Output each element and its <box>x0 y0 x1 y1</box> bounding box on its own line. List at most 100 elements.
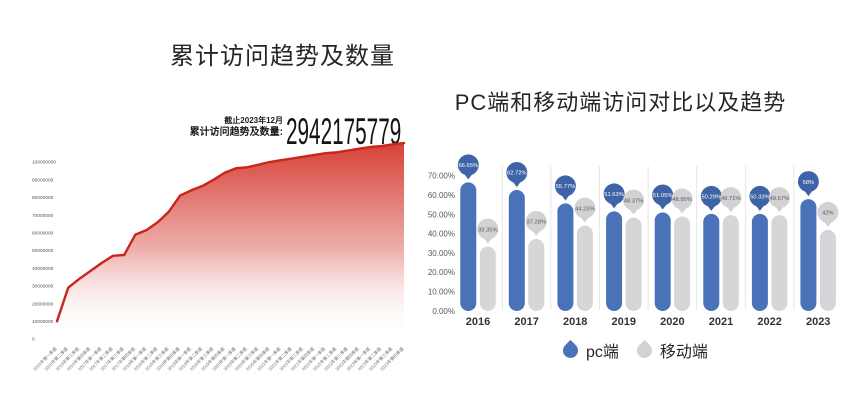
stat-total-value: 2942175779 <box>286 111 402 152</box>
svg-text:40000000: 40000000 <box>32 266 54 272</box>
svg-text:0: 0 <box>32 337 35 343</box>
legend-label-mobile: 移动端 <box>659 344 708 361</box>
year-group-2022: 50.33% 49.67% 2022 <box>749 185 790 328</box>
year-label: 2019 <box>612 316 636 328</box>
svg-text:30000000: 30000000 <box>32 284 54 290</box>
badge-tail <box>658 203 668 210</box>
badge-value-label: 66.65% <box>458 163 478 169</box>
badge-value-label: 44.23% <box>575 206 595 212</box>
badge-tail <box>483 237 493 244</box>
year-label: 2021 <box>709 316 733 328</box>
mobile-badge-2019 <box>623 189 645 211</box>
comparison-chart-title: PC端和移动端访问对比以及趋势 <box>454 90 787 115</box>
mobile-badge-2016 <box>477 218 499 240</box>
badge-tail <box>560 194 570 201</box>
percent-axis: 0.00% 10.00% 20.00% 30.00% 40.00% 50.00% 60.00… <box>428 172 455 316</box>
badge-tail <box>512 181 522 187</box>
mobile-drop-icon <box>633 339 656 361</box>
mobile-bar-2019 <box>625 217 642 311</box>
svg-text:60000000: 60000000 <box>32 231 54 237</box>
badge-tail <box>531 230 541 236</box>
svg-text:80000000: 80000000 <box>32 195 54 201</box>
pc-mobile-bar-chart: 0.00% 10.00% 20.00% 30.00% 40.00% 50.00% 60.00… <box>428 154 839 328</box>
pc-bar-2023 <box>800 199 817 311</box>
svg-text:20.00%: 20.00% <box>428 268 455 277</box>
pc-badge-2020 <box>652 184 674 206</box>
year-group-2023: 58% 42% 2023 <box>797 171 839 328</box>
cumulative-chart-title: 累计访问趋势及数量 <box>170 43 395 70</box>
badge-value-label: 42% <box>822 211 834 217</box>
group-separators <box>501 166 795 310</box>
svg-text:100000000: 100000000 <box>32 160 56 166</box>
legend-item-pc: pc端 <box>559 338 619 362</box>
mobile-bar-2021 <box>722 215 739 311</box>
badge-value-label: 49.67% <box>770 196 790 202</box>
svg-text:70.00%: 70.00% <box>428 172 455 181</box>
pc-bar-2016 <box>460 182 477 311</box>
mobile-badge-2021 <box>720 187 742 209</box>
mobile-badge-2023 <box>817 201 839 223</box>
cumulative-area-chart: 0 10000000 20000000 30000000 40000000 5000000… <box>32 141 406 372</box>
year-label: 2022 <box>757 316 781 328</box>
year-group-2020: 51.05%48.95% 2020 <box>652 184 693 328</box>
pc-mobile-comparison-panel: PC端和移动端访问对比以及趋势 0.00% 10.00% 20.00% 30.00% 4… <box>426 0 852 411</box>
svg-text:30.00%: 30.00% <box>428 249 455 258</box>
pc-bar-2019 <box>606 211 623 311</box>
pc-badge-2021 <box>700 185 722 207</box>
pc-badge-2018 <box>554 175 576 197</box>
year-group-2021: 50.29% 49.71% 2021 <box>700 185 742 328</box>
badge-tail <box>580 216 590 223</box>
area-fill <box>57 143 404 339</box>
stat-date-note: 截止2023年12月 <box>224 116 283 125</box>
year-label: 2023 <box>806 316 830 328</box>
mobile-bar-2017 <box>528 239 545 311</box>
mobile-badge-2018 <box>574 197 596 219</box>
pc-bar-2020 <box>654 212 671 311</box>
pc-badge-2023 <box>797 171 819 193</box>
chart-legend: pc端 移动端 <box>559 338 708 362</box>
badge-value-label: 48.37% <box>624 198 644 204</box>
pc-bar-2017 <box>508 190 525 311</box>
pc-bar-2022 <box>751 213 768 311</box>
year-group-2016: 66.65% 33.35% 2016 <box>457 154 499 328</box>
badge-value-label: 48.95% <box>672 197 692 203</box>
pc-badge-2019 <box>603 183 625 205</box>
svg-text:70000000: 70000000 <box>32 213 54 219</box>
year-label: 2016 <box>466 316 490 328</box>
badge-value-label: 50.29% <box>701 195 721 201</box>
svg-text:60.00%: 60.00% <box>428 191 455 200</box>
y-axis-ticks: 0 10000000 20000000 30000000 40000000 5000000… <box>32 160 56 343</box>
year-group-2018: 55.77% 44.23% 2018 <box>554 175 596 328</box>
badge-tail <box>755 204 765 211</box>
stat-metric-label: 累计访问趋势及数量: <box>189 127 283 138</box>
svg-text:0.00%: 0.00% <box>432 307 455 316</box>
mobile-bar-2022 <box>771 215 788 311</box>
svg-text:50000000: 50000000 <box>32 248 54 254</box>
pc-bar-2018 <box>557 203 574 311</box>
svg-text:40.00%: 40.00% <box>428 230 455 239</box>
badge-value-label: 58% <box>803 180 815 186</box>
year-label: 2020 <box>660 316 684 328</box>
badge-value-label: 55.77% <box>556 184 576 190</box>
mobile-bar-2018 <box>576 225 593 311</box>
mobile-badge-2022 <box>768 187 790 209</box>
badge-value-label: 51.05% <box>653 193 673 199</box>
trend-line <box>55 141 406 323</box>
svg-text:10000000: 10000000 <box>32 319 54 325</box>
badge-tail <box>706 204 716 211</box>
pc-badge-2017 <box>506 162 528 183</box>
badge-value-label: 33.35% <box>478 227 498 233</box>
svg-text:90000000: 90000000 <box>32 177 54 183</box>
badge-tail <box>803 190 813 197</box>
mobile-bar-2023 <box>819 229 836 311</box>
cumulative-visits-panel: 累计访问趋势及数量 截止2023年12月 累计访问趋势及数量: 29421757… <box>32 43 406 372</box>
badge-tail <box>677 207 687 214</box>
badge-tail <box>609 202 619 209</box>
pc-drop-icon <box>559 339 582 361</box>
mobile-badge-2017 <box>525 211 547 232</box>
svg-text:50.00%: 50.00% <box>428 210 455 219</box>
badge-value-label: 62.72% <box>507 171 527 177</box>
badge-tail <box>463 173 473 180</box>
pc-badge-2022 <box>749 185 771 207</box>
